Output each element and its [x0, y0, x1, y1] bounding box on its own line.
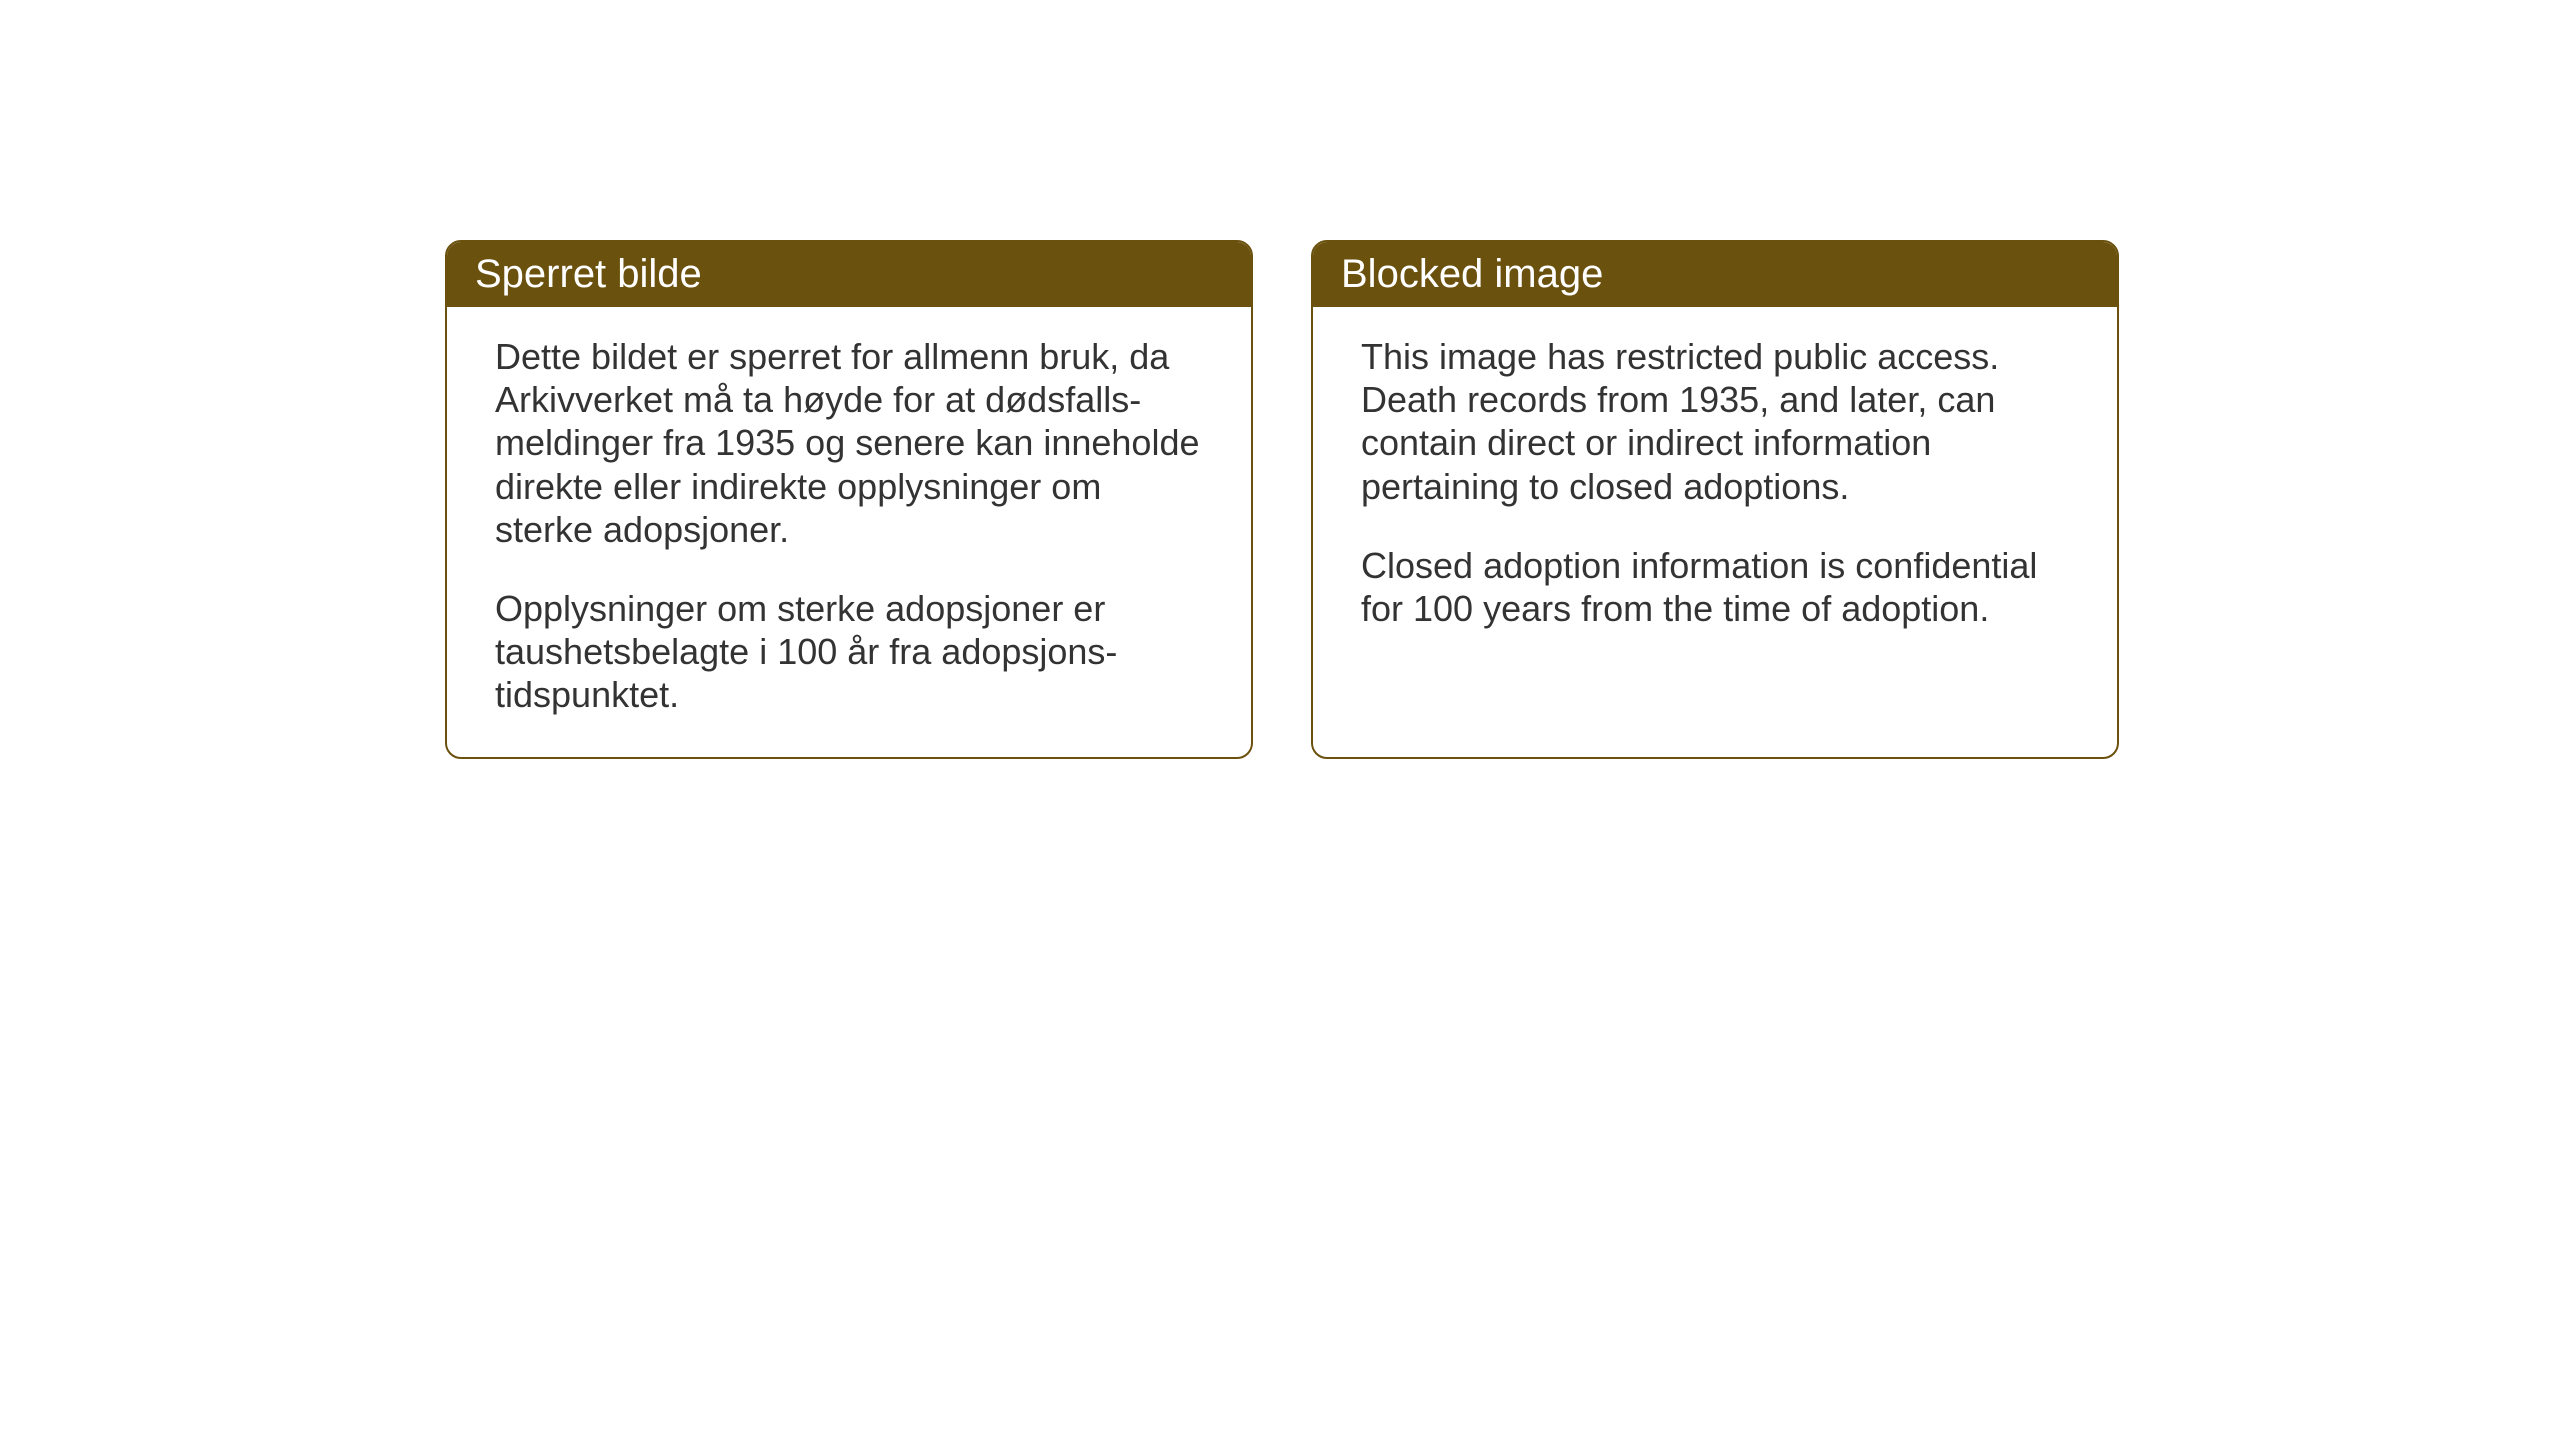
- card-header-english: Blocked image: [1313, 242, 2117, 307]
- card-paragraph-2-english: Closed adoption information is confident…: [1361, 544, 2069, 630]
- card-body-norwegian: Dette bildet er sperret for allmenn bruk…: [447, 307, 1251, 757]
- card-body-english: This image has restricted public access.…: [1313, 307, 2117, 670]
- card-title-english: Blocked image: [1341, 252, 1603, 296]
- card-english: Blocked image This image has restricted …: [1311, 240, 2119, 759]
- card-paragraph-1-norwegian: Dette bildet er sperret for allmenn bruk…: [495, 335, 1203, 551]
- card-header-norwegian: Sperret bilde: [447, 242, 1251, 307]
- card-paragraph-1-english: This image has restricted public access.…: [1361, 335, 2069, 508]
- card-norwegian: Sperret bilde Dette bildet er sperret fo…: [445, 240, 1253, 759]
- card-paragraph-2-norwegian: Opplysninger om sterke adopsjoner er tau…: [495, 587, 1203, 717]
- card-title-norwegian: Sperret bilde: [475, 252, 702, 296]
- cards-container: Sperret bilde Dette bildet er sperret fo…: [445, 240, 2119, 759]
